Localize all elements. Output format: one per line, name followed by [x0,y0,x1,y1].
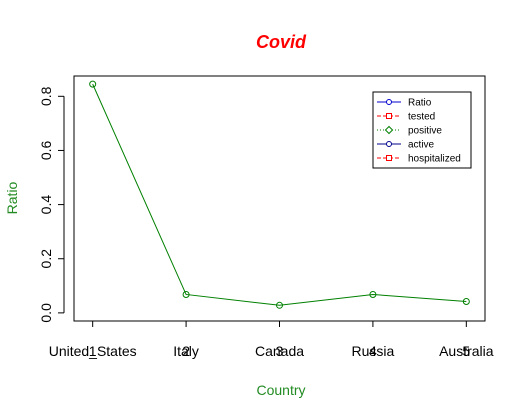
category-labels: United_States Italy Canada Russia Australia [49,343,494,359]
legend-label: active [408,140,435,151]
y-tick-label: 0.4 [38,195,54,215]
x-axis-label: Country [256,382,305,398]
y-axis-label: Ratio [4,181,20,214]
legend-label: tested [408,112,435,123]
category-label: Canada [255,343,304,359]
category-label: Russia [352,343,395,359]
category-label: Italy [173,343,199,359]
y-tick-label: 0.8 [38,86,54,106]
category-label: United_States [49,343,137,359]
legend-marker-circle [387,100,392,105]
y-tick-label: 0.0 [38,303,54,323]
chart-title: Covid [256,32,307,52]
y-axis: 0.0 0.2 0.4 0.6 0.8 [38,86,64,322]
legend: Ratio tested positive active hospitalized [373,92,471,168]
legend-marker-circle [387,142,392,147]
category-label: Australia [439,343,494,359]
y-tick-label: 0.6 [38,141,54,161]
legend-marker-square [387,156,392,161]
legend-label: positive [408,126,442,137]
legend-label: hospitalized [408,154,461,165]
legend-marker-square [387,114,392,119]
legend-label: Ratio [408,98,432,109]
y-tick-label: 0.2 [38,249,54,269]
